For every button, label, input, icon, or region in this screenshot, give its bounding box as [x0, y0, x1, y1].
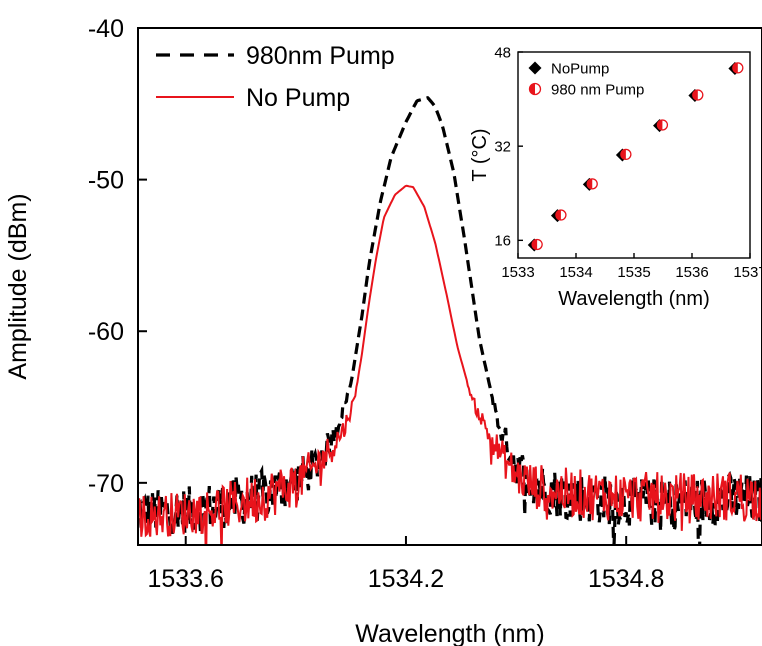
chart-1-xtick-label-0: 1533 — [501, 264, 534, 281]
point-980-nm-pump-2 — [586, 178, 598, 190]
point-980-nm-pump-4-half — [657, 119, 663, 130]
chart-0-frame — [137, 27, 762, 546]
chart-0-ytick-label-1: -50 — [88, 167, 124, 195]
chart-1-plot-area — [527, 61, 744, 252]
point-980-nm-pump-5 — [692, 89, 704, 101]
legend-980-nm-pump-swatch — [529, 83, 535, 95]
point-980-nm-pump-1 — [555, 209, 567, 221]
chart-0-ytick-label-2: -60 — [88, 318, 124, 346]
inset-background — [518, 52, 750, 258]
point-980-nm-pump-0 — [531, 238, 543, 251]
point-980-nm-pump-3 — [620, 148, 632, 161]
chart-1-xtick-label-4: 1537 — [733, 264, 762, 281]
point-980-nm-pump-5-half — [692, 89, 698, 100]
chart-1-xtick-label-3: 1536 — [675, 264, 708, 281]
point-980-nm-pump-0-half — [532, 239, 538, 250]
legend-980nm-pump-label: 980nm Pump — [246, 42, 395, 70]
series-line-no-pump — [138, 184, 762, 545]
legend-980-nm-pump-label: 980 nm Pump — [551, 81, 644, 98]
point-980-nm-pump-6-half — [732, 62, 738, 73]
legend-nopump-label: NoPump — [551, 60, 609, 77]
legend-no-pump-label: No Pump — [246, 84, 350, 112]
point-980-nm-pump-6 — [732, 62, 744, 74]
chart-0-xtick-label-1: 1534.2 — [368, 565, 444, 593]
chart-1-ytick-label-2: 48 — [494, 44, 511, 61]
legend-nopump-swatch — [528, 61, 542, 75]
chart-1-xtick-label-1: 1534 — [559, 264, 592, 281]
chart-1-ytick-label-1: 32 — [494, 139, 511, 156]
chart-0-xtick-label-2: 1534.8 — [588, 565, 664, 593]
point-980-nm-pump-4 — [656, 119, 669, 131]
chart-1-ytick-label-0: 16 — [494, 233, 511, 250]
point-980-nm-pump-2-half — [587, 178, 593, 189]
point-980-nm-pump-3-half — [620, 149, 626, 160]
chart-0-x-axis-title: Wavelength (nm) — [355, 620, 544, 646]
chart-0-ytick-label-0: -40 — [88, 15, 124, 43]
chart-0-xtick-label-0: 1533.6 — [147, 565, 223, 593]
chart-0-ytick-label-3: -70 — [88, 470, 124, 498]
chart-0-y-axis-title: Amplitude (dBm) — [4, 193, 32, 379]
chart-1-x-axis-title: Wavelength (nm) — [558, 288, 710, 310]
point-980-nm-pump-1-half — [555, 210, 561, 221]
chart-1-xtick-label-2: 1535 — [617, 264, 650, 281]
chart-1-y-axis-title: T (°C) — [469, 128, 491, 181]
chart-0-plot-area — [138, 96, 762, 545]
